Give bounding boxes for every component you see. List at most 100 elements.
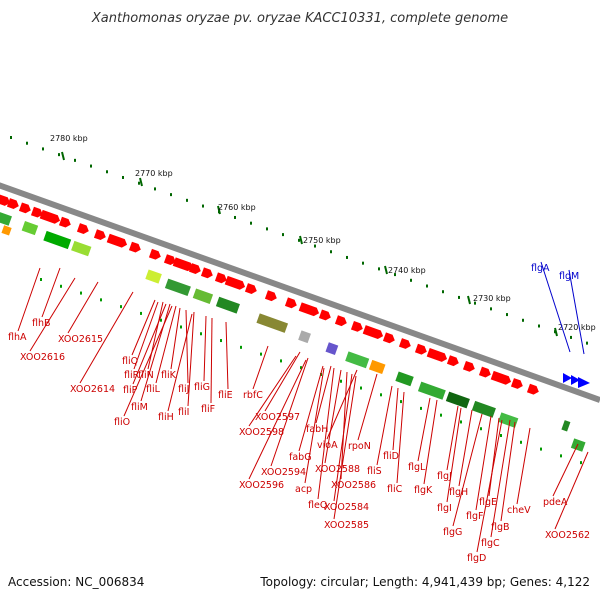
gene-feature [200,267,213,279]
gene-feature [106,233,128,248]
leader-line [396,391,405,484]
gene-label: fliD [383,451,399,462]
gene-label: rpoN [348,441,371,452]
gene-label: cheV [507,505,531,516]
scale-tick [490,307,492,311]
inner-track-dot [180,325,182,329]
leader-line [248,359,307,480]
gene-label: flgL [408,462,426,473]
gene-box [570,438,586,452]
gene-box [417,381,446,400]
leader-line [376,385,393,466]
leader-line [210,317,213,404]
leader-line [458,409,473,487]
gene-box [298,330,311,344]
scale-tick [314,244,316,248]
scale-tick [442,290,444,294]
gene-box [71,240,92,257]
gene-feature [188,263,201,274]
scale-tick [570,335,572,339]
gene-label: flgF [466,511,483,522]
gene-feature [462,360,475,372]
gene-label: flgJ [437,471,452,482]
gene-feature [398,338,411,349]
gene-feature [298,302,320,317]
leader-line [423,399,438,485]
gene-feature [224,275,246,290]
gene-feature [334,315,347,327]
leader-line [155,305,177,384]
gene-label: fliG [194,382,210,393]
gene-features [0,192,590,452]
scale-tick [586,341,588,345]
gene-label: fliN [138,370,154,381]
gene-label: XOO2586 [331,480,376,491]
scale-tick [138,181,140,185]
inner-track-dot [220,339,222,343]
leader-line [123,305,173,417]
scale-tick [538,324,540,328]
gene-feature [362,325,384,340]
leader-line [203,315,207,382]
inner-track-dot [140,311,142,315]
scale-label: 2750 kbp [303,236,341,245]
gene-label: fabG [289,452,312,463]
leader-line [133,301,159,370]
leader-line [333,373,353,502]
leader-line [17,267,41,332]
leader-line [317,367,335,500]
gene-label: flgK [414,485,433,496]
scale-major-tick [61,151,65,161]
gene-feature [350,320,363,332]
gene-feature [510,378,523,389]
leader-line [315,365,332,424]
scale-label: 2780 kbp [50,134,88,143]
scale-tick [42,147,44,151]
scale-tick [266,227,268,231]
leader-line [29,277,76,352]
gene-label: flgG [443,527,462,538]
gene-feature [93,229,106,241]
genome-summary-text: Topology: circular; Length: 4,941,439 bp… [259,575,590,589]
leader-line [298,365,324,452]
gene-label: flgI [437,503,452,514]
inner-track-dot [520,440,522,444]
flgA-feature [563,373,572,383]
gene-labels: flhAflhBXOO2616XOO2615XOO2614fliQfliRfli… [8,263,590,564]
gene-label: fabH [306,424,328,435]
gene-box [145,269,162,284]
scale-tick [202,204,204,208]
gene-feature [30,206,43,218]
gene-label: XOO2588 [315,464,360,475]
leader-line [41,267,61,318]
inner-track-dot [560,454,562,458]
leader-line [264,351,301,412]
gene-feature [414,343,427,355]
leader-line [340,371,348,480]
scale-tick [74,158,76,162]
leader-line [417,397,431,462]
scale-tick [378,267,380,271]
gene-label: flgE [479,497,497,508]
scale-labels: 2780 kbp 2770 kbp 2760 kbp 2750 kbp 2740 kbp… [50,134,596,332]
gene-feature [163,254,176,266]
gene-label: flgD [467,553,486,564]
leader-line [131,299,156,356]
scale-label: 2760 kbp [218,203,256,212]
leader-line [79,291,134,384]
scale-tick [346,255,348,259]
leader-line [554,451,589,530]
scale-tick [362,261,364,265]
scale-tick [394,273,396,277]
scale-major-tick [139,177,143,187]
inner-track-dot [360,386,362,390]
gene-box [192,288,214,304]
inner-track-dot [100,298,102,302]
scale-tick [186,198,188,202]
scale-tick [10,136,12,139]
scale-label: 2740 kbp [388,266,426,275]
gene-label: fliM [131,402,148,413]
gene-box [561,420,571,432]
gene-label: XOO2614 [70,384,115,395]
gene-feature [172,257,194,272]
